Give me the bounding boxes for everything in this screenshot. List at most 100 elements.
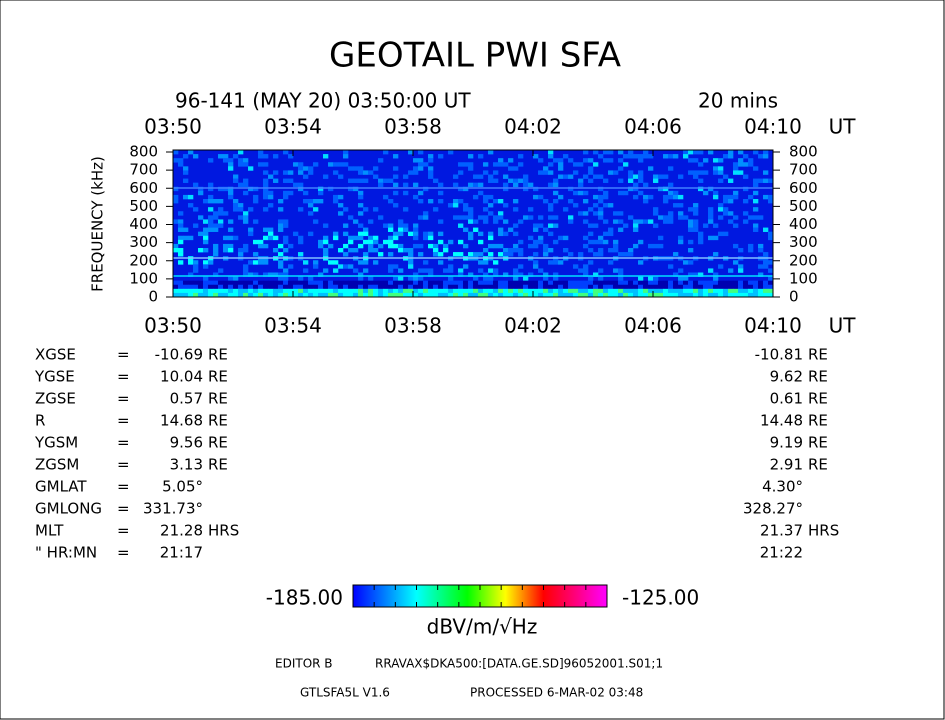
- spectrogram-cell: [378, 158, 384, 163]
- spectrogram-cell: [688, 284, 694, 290]
- spectrogram-cell: [383, 223, 389, 228]
- spectrogram-cell: [178, 158, 184, 163]
- spectrogram-cell: [318, 292, 324, 298]
- spectrogram-cell: [643, 150, 649, 155]
- spectrogram-cell: [453, 284, 459, 290]
- spectrogram-cell: [358, 235, 364, 241]
- spectrogram-cell: [443, 288, 449, 294]
- spectrogram-cell: [243, 268, 249, 273]
- spectrogram-cell: [338, 211, 344, 216]
- spectrogram-cell: [263, 162, 269, 167]
- spectrogram-cell: [253, 260, 259, 265]
- spectrogram-cell: [483, 207, 489, 212]
- spectrogram-cell: [208, 215, 214, 220]
- spectrogram-cell: [428, 174, 434, 179]
- spectrogram-cell: [493, 292, 499, 298]
- spectrogram-cell: [463, 292, 469, 298]
- spectrogram-cell: [588, 231, 594, 237]
- spectrogram-cell: [423, 211, 429, 216]
- orbit-unit: RE: [808, 434, 828, 452]
- spectrogram-cell: [258, 239, 264, 245]
- spectrogram-cell: [243, 264, 249, 269]
- spectrogram-cell: [483, 162, 489, 167]
- spectrogram-cell: [573, 162, 579, 167]
- spectrogram-cell: [753, 284, 759, 290]
- spectrogram-cell: [588, 166, 594, 171]
- spectrogram-cell: [408, 284, 414, 290]
- spectrogram-cell: [618, 211, 624, 216]
- spectrogram-cell: [363, 207, 369, 212]
- spectrogram-cell: [418, 215, 424, 220]
- spectrogram-cell: [318, 239, 324, 245]
- orbit-end: 328.27°: [743, 500, 803, 518]
- spectrogram-cell: [348, 248, 354, 253]
- spectrogram-cell: [308, 292, 314, 298]
- spectrogram-cell: [303, 280, 309, 286]
- spectrogram-cell: [468, 162, 474, 167]
- spectrogram-cell: [218, 288, 224, 294]
- spectrogram-cell: [753, 288, 759, 294]
- spectrogram-cell: [688, 207, 694, 212]
- spectrogram-cell: [598, 252, 604, 257]
- spectrogram-cell: [678, 268, 684, 273]
- time-tick-label: 04:06: [624, 314, 682, 338]
- spectrogram-cell: [403, 280, 409, 286]
- spectrogram-cell: [703, 158, 709, 163]
- spectrogram-cell: [688, 260, 694, 265]
- spectrogram-cell: [463, 227, 469, 232]
- spectrogram-cell: [598, 239, 604, 245]
- spectrogram-cell: [228, 162, 234, 167]
- spectrogram-cell: [543, 170, 549, 175]
- spectrogram-cell: [188, 272, 194, 277]
- spectrogram-cell: [668, 215, 674, 220]
- orbit-end: 4.30°: [762, 478, 803, 496]
- spectrogram-cell: [453, 280, 459, 286]
- spectrogram-cell: [703, 190, 709, 196]
- spectrogram-cell: [453, 288, 459, 294]
- spectrogram-cell: [383, 239, 389, 245]
- spectrogram-cell: [768, 235, 774, 241]
- spectrogram-cell: [383, 178, 389, 183]
- spectrogram-cell: [173, 284, 179, 290]
- spectrogram-cell: [208, 223, 214, 228]
- spectrogram-cell: [398, 243, 404, 249]
- spectrogram-cell: [223, 288, 229, 294]
- spectrogram-cell: [723, 174, 729, 179]
- spectrogram-cell: [218, 207, 224, 212]
- spectrogram-cell: [733, 166, 739, 171]
- spectrogram-cell: [713, 284, 719, 290]
- spectrogram-cell: [258, 162, 264, 167]
- spectrogram-cell: [453, 182, 459, 188]
- spectrogram-cell: [268, 174, 274, 179]
- spectrogram-cell: [468, 207, 474, 212]
- spectrogram-cell: [663, 186, 669, 192]
- spectrogram-cell: [438, 280, 444, 286]
- spectrogram-cell: [178, 252, 184, 257]
- freq-tick-label: 100: [789, 269, 818, 287]
- spectrogram-cell: [458, 272, 464, 277]
- spectrogram-cell: [248, 227, 254, 232]
- spectrogram-cell: [293, 231, 299, 237]
- spectrogram-cell: [228, 194, 234, 200]
- orbit-eq: =: [117, 346, 130, 364]
- freq-tick-label: 800: [789, 143, 818, 161]
- spectrogram-cell: [173, 292, 179, 298]
- program: GTLSFA5L V1.6: [300, 686, 390, 700]
- spectrogram-cell: [568, 215, 574, 220]
- spectrogram-cell: [308, 276, 314, 281]
- spectrogram-cell: [203, 248, 209, 253]
- spectrogram-cell: [223, 158, 229, 163]
- spectrogram-cell: [293, 162, 299, 167]
- spectrogram-cell: [258, 288, 264, 294]
- file: RRAVAX$DKA500:[DATA.GE.SD]96052001.S01;1: [375, 657, 663, 671]
- spectrogram-cell: [283, 178, 289, 183]
- spectrogram-cell: [413, 288, 419, 294]
- spectrogram-cell: [338, 174, 344, 179]
- spectrogram-cell: [358, 194, 364, 200]
- spectrogram-cell: [633, 174, 639, 179]
- spectrogram-cell: [623, 284, 629, 290]
- spectrogram-cell: [583, 284, 589, 290]
- spectrogram-cell: [703, 170, 709, 175]
- spectrogram-cell: [713, 272, 719, 277]
- spectrogram-cell: [623, 252, 629, 257]
